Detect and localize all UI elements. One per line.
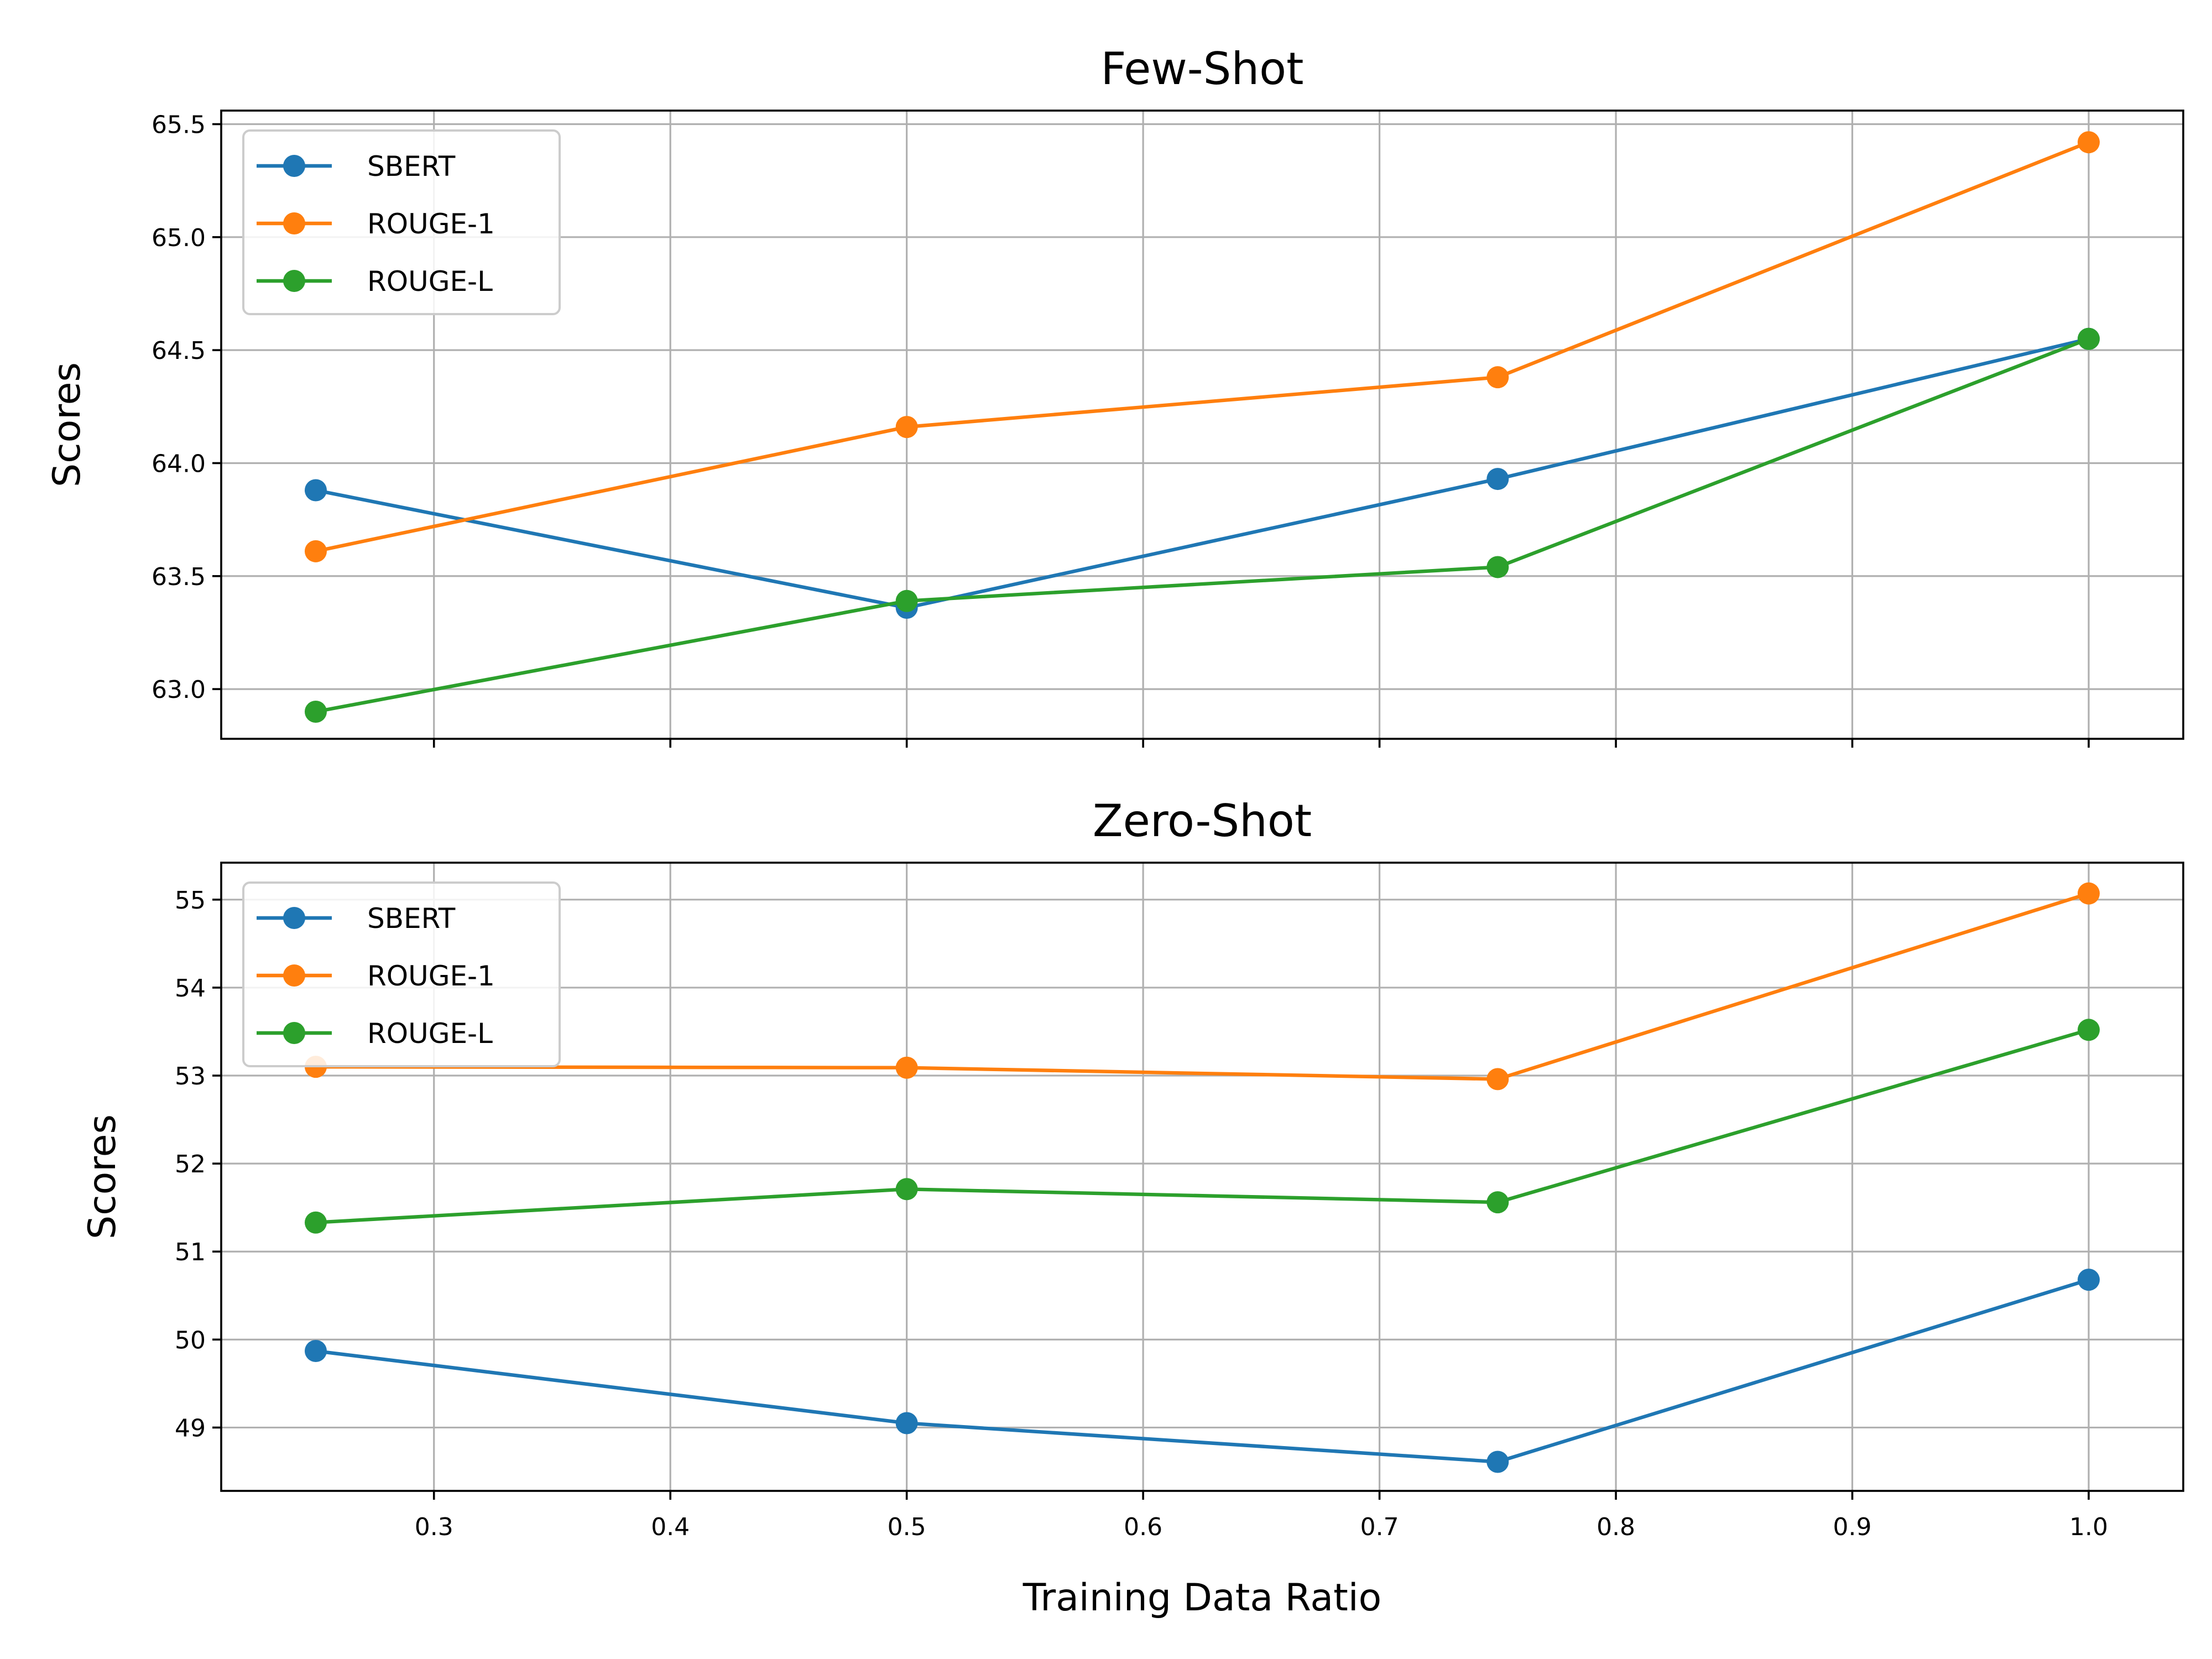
zero-shot-x-tick-label: 0.7 bbox=[1360, 1513, 1399, 1541]
zero-shot-x-tick-label: 0.3 bbox=[415, 1513, 453, 1541]
zero-shot-x-tick-label: 0.4 bbox=[651, 1513, 690, 1541]
zero-shot-rouge-1-line bbox=[315, 891, 2089, 1081]
few-shot-legend-rouge-1-swatch-marker bbox=[283, 212, 305, 234]
few-shot-y-tick-label: 64.5 bbox=[152, 337, 206, 365]
few-shot-legend-rouge-l-swatch-marker bbox=[283, 270, 305, 292]
few-shot-y-tick-label: 64.0 bbox=[152, 450, 206, 478]
zero-shot-x-tick-label: 1.0 bbox=[2069, 1513, 2108, 1541]
few-shot-rouge-l-point bbox=[1486, 556, 1509, 578]
few-shot-legend-rouge-1-label: ROUGE-1 bbox=[367, 208, 495, 240]
few-shot-rouge-l-point bbox=[2078, 327, 2100, 350]
zero-shot-rouge-l-point bbox=[1486, 1191, 1509, 1214]
few-shot-rouge-l-line bbox=[315, 337, 2090, 714]
zero-shot-x-tick-label: 0.9 bbox=[1833, 1513, 1872, 1541]
few-shot-y-tick-label: 65.5 bbox=[152, 111, 206, 139]
zero-shot-legend-rouge-1-swatch-marker bbox=[283, 964, 305, 987]
zero-shot-rouge-l-point bbox=[304, 1211, 327, 1234]
few-shot-y-tick-label: 63.5 bbox=[152, 563, 206, 591]
zero-shot-rouge-l-point bbox=[895, 1178, 918, 1201]
zero-shot-rouge-l-line bbox=[315, 1028, 2089, 1224]
zero-shot-y-tick-label: 52 bbox=[175, 1150, 206, 1178]
zero-shot-sbert-point bbox=[2078, 1269, 2100, 1291]
few-shot-sbert-line bbox=[315, 337, 2089, 610]
few-shot-legend: SBERT ROUGE-1 ROUGE-L bbox=[242, 129, 561, 315]
few-shot-y-tick-label: 63.0 bbox=[152, 676, 206, 704]
zero-shot-y-tick-label: 50 bbox=[175, 1326, 206, 1354]
few-shot-rouge-1-point bbox=[895, 416, 918, 439]
few-shot-sbert-point bbox=[304, 479, 327, 502]
zero-shot-legend-sbert-swatch-marker bbox=[283, 907, 305, 929]
few-shot-y-tick-label: 65.0 bbox=[152, 224, 206, 252]
few-shot-sbert-point bbox=[1486, 468, 1509, 491]
zero-shot-plot-frame bbox=[220, 862, 2184, 1492]
zero-shot-sbert-line bbox=[315, 1278, 2089, 1464]
few-shot-legend-frame bbox=[242, 129, 561, 315]
few-shot-rouge-1-line bbox=[315, 140, 2090, 553]
few-shot-rouge-1-point bbox=[2078, 131, 2100, 154]
few-shot-rouge-l-point bbox=[895, 589, 918, 612]
few-shot-series bbox=[304, 131, 2100, 723]
few-shot-rouge-1-point bbox=[304, 540, 327, 562]
zero-shot-title: Zero-Shot bbox=[1093, 795, 1312, 847]
few-shot-ticks: 63.0 63.5 64.0 64.5 65.0 65.5 bbox=[152, 111, 2090, 748]
few-shot-panel: 63.0 63.5 64.0 64.5 65.0 65.5 Few-Shot Scores… bbox=[45, 43, 2184, 748]
zero-shot-legend-rouge-1-label: ROUGE-1 bbox=[367, 960, 495, 992]
few-shot-rouge-l-point bbox=[304, 700, 327, 723]
zero-shot-y-tick-label: 53 bbox=[175, 1062, 206, 1091]
few-shot-title: Few-Shot bbox=[1101, 43, 1304, 95]
zero-shot-sbert-point bbox=[1486, 1451, 1509, 1473]
zero-shot-y-tick-label: 54 bbox=[175, 974, 206, 1003]
zero-shot-rouge-l-point bbox=[2078, 1019, 2100, 1041]
zero-shot-panel: 0.3 0.4 0.5 0.6 0.7 0.8 0.9 1.0 49 50 51 52 53 54 55 Z… bbox=[81, 795, 2184, 1541]
zero-shot-legend: SBERT ROUGE-1 ROUGE-L bbox=[242, 881, 561, 1067]
few-shot-plot-frame bbox=[220, 109, 2184, 740]
few-shot-grid bbox=[221, 111, 2183, 739]
zero-shot-legend-frame bbox=[242, 881, 561, 1067]
zero-shot-legend-sbert-label: SBERT bbox=[367, 902, 456, 935]
few-shot-legend-rouge-l-label: ROUGE-L bbox=[367, 265, 493, 298]
few-shot-legend-sbert-label: SBERT bbox=[367, 150, 456, 182]
zero-shot-x-tick-label: 0.5 bbox=[888, 1513, 926, 1541]
few-shot-rouge-1-point bbox=[1486, 366, 1509, 389]
zero-shot-sbert-point bbox=[304, 1340, 327, 1363]
zero-shot-y-tick-label: 49 bbox=[175, 1414, 206, 1442]
zero-shot-legend-rouge-l-label: ROUGE-L bbox=[367, 1018, 493, 1050]
zero-shot-sbert-point bbox=[895, 1412, 918, 1434]
zero-shot-y-tick-label: 55 bbox=[175, 886, 206, 915]
zero-shot-y-tick-label: 51 bbox=[175, 1238, 206, 1266]
zero-shot-x-tick-label: 0.8 bbox=[1597, 1513, 1635, 1541]
zero-shot-rouge-1-point bbox=[895, 1056, 918, 1079]
few-shot-legend-sbert-swatch-marker bbox=[283, 155, 305, 177]
zero-shot-x-tick-label: 0.6 bbox=[1124, 1513, 1162, 1541]
zero-shot-rouge-1-point bbox=[2078, 882, 2100, 905]
zero-shot-ticks: 0.3 0.4 0.5 0.6 0.7 0.8 0.9 1.0 49 50 51 52 53 54 55 bbox=[175, 886, 2108, 1541]
few-shot-y-axis-title: Scores bbox=[45, 362, 89, 487]
zero-shot-legend-rouge-l-swatch-marker bbox=[283, 1022, 305, 1044]
x-axis-title: Training Data Ratio bbox=[1022, 1576, 1382, 1620]
zero-shot-rouge-1-point bbox=[1486, 1068, 1509, 1091]
zero-shot-y-axis-title: Scores bbox=[81, 1114, 124, 1239]
